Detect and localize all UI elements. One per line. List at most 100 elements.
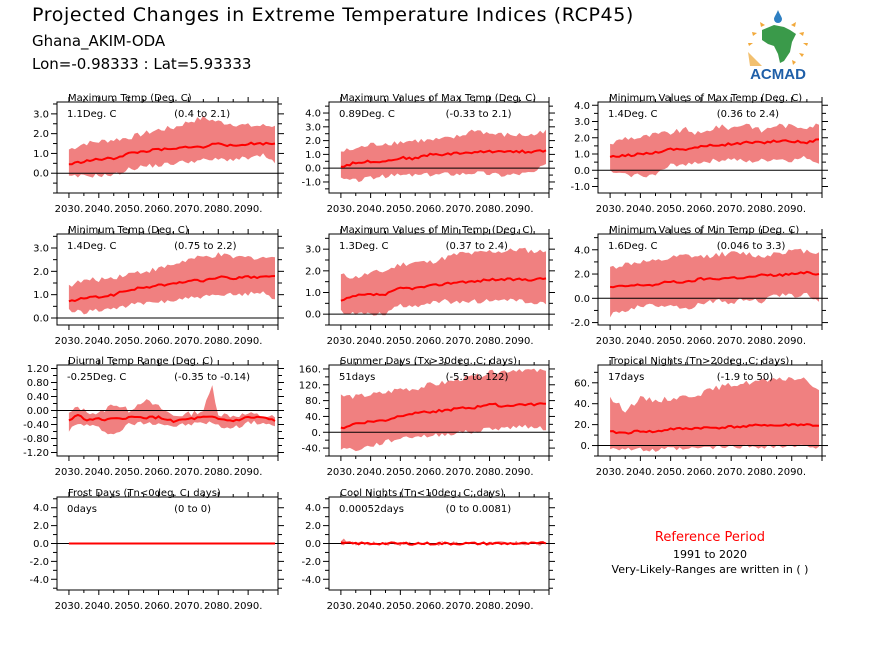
median-change-label: 1.4Deg. C (608, 109, 657, 120)
chart-panel-6: 2030. 2040. 2050. 2060. 2070. 2080. 2090. -2.0 0… (570, 225, 828, 347)
plot-frame (597, 101, 823, 194)
x-tick-label: 2080. (475, 204, 504, 215)
y-tick-label: 0.00 (27, 406, 49, 417)
x-tick-label: 2080. (747, 204, 776, 215)
x-tick-label: 2060. (687, 204, 716, 215)
x-tick-label: 2050. (656, 204, 685, 215)
x-tick-label: 2030. (327, 204, 356, 215)
plot-frame (328, 364, 550, 457)
ensemble-median-line (340, 149, 547, 168)
x-tick-label: 2090. (505, 467, 534, 478)
y-tick-label: 2.0 (33, 129, 49, 140)
median-change-label: 1.4Deg. C (67, 241, 116, 252)
x-tick-label: 2070. (445, 601, 474, 612)
y-tick-label: 0.0 (33, 314, 49, 325)
chart-panel-9: 2030. 2040. 2050. 2060. 2070. 2080. 2090. 0. 20.… (574, 356, 828, 478)
station-coordinates: Lon=-0.98333 : Lat=5.93333 (32, 55, 252, 73)
ensemble-median-line (68, 413, 276, 424)
chart-panel-5: 2030. 2040. 2050. 2060. 2070. 2080. 2090. 0.0 1.… (305, 225, 555, 347)
x-tick-label: 2080. (475, 336, 504, 347)
very-likely-range-label: (0.4 to 2.1) (174, 109, 230, 120)
very-likely-range-label: (-0.35 to -0.14) (174, 372, 250, 383)
x-tick-label: 2060. (144, 601, 173, 612)
page-title: Projected Changes in Extreme Temperature… (32, 4, 634, 26)
very-likely-range-band (610, 123, 819, 178)
y-tick-label: 1.20 (27, 364, 49, 375)
chart-title: Minimum Temp (Deg. C) (68, 225, 189, 236)
x-tick-label: 2030. (55, 336, 84, 347)
very-likely-range-label: (-1.9 to 50) (717, 372, 774, 383)
very-likely-range-label: (0.75 to 2.2) (174, 241, 236, 252)
x-tick-label: 2070. (717, 336, 746, 347)
median-change-label: 0.89Deg. C (339, 109, 395, 120)
y-tick-label: 3.0 (574, 117, 590, 128)
x-tick-label: 2030. (327, 336, 356, 347)
y-tick-label: 0. (311, 428, 321, 439)
chart-title: Minimum Values of Min Temp (Deg. C) (609, 225, 799, 236)
y-tick-label: -1.0 (570, 182, 590, 193)
y-tick-label: 4.0 (574, 101, 590, 112)
x-tick-label: 2070. (717, 467, 746, 478)
chart-panel-11: 2030. 2040. 2050. 2060. 2070. 2080. 2090. -4.0 -… (301, 488, 555, 612)
y-tick-label: 0.0 (574, 166, 590, 177)
x-tick-label: 2040. (84, 467, 113, 478)
y-tick-label: -0.40 (23, 420, 49, 431)
x-tick-label: 2030. (596, 204, 625, 215)
y-tick-label: 0.0 (305, 164, 321, 175)
plot-frame (597, 233, 823, 326)
x-tick-label: 2090. (234, 467, 263, 478)
acmad-logo: ACMAD (748, 10, 808, 82)
y-tick-label: -4.0 (301, 575, 321, 586)
y-tick-label: 1.0 (33, 149, 49, 160)
x-tick-label: 2090. (234, 204, 263, 215)
ensemble-median-line (340, 541, 547, 546)
logo-text: ACMAD (750, 66, 806, 82)
very-likely-range-label: (0.36 to 2.4) (717, 109, 779, 120)
very-likely-range-label: (0.37 to 2.4) (446, 241, 508, 252)
y-tick-label: 2.0 (574, 270, 590, 281)
x-tick-label: 2090. (505, 336, 534, 347)
x-tick-label: 2030. (596, 336, 625, 347)
very-likely-range-band (68, 115, 276, 178)
sun-rays-icon (748, 22, 808, 66)
x-tick-label: 2030. (55, 601, 84, 612)
x-tick-label: 2070. (174, 336, 203, 347)
water-drop-icon (774, 10, 782, 23)
y-tick-label: 4.0 (305, 109, 321, 120)
y-tick-label: 2.0 (33, 521, 49, 532)
chart-panel-3: 2030. 2040. 2050. 2060. 2070. 2080. 2090. -1.0 0… (570, 93, 828, 215)
y-tick-label: 40. (305, 412, 321, 423)
y-tick-label: 3.0 (305, 122, 321, 133)
chart-title: Tropical Nights (Tn>20deg. C; days) (608, 356, 789, 367)
y-tick-label: 160. (299, 364, 321, 375)
y-tick-label: 1.0 (574, 150, 590, 161)
x-tick-label: 2060. (144, 467, 173, 478)
x-tick-label: 2040. (84, 204, 113, 215)
x-tick-label: 2080. (475, 601, 504, 612)
y-tick-label: 4.0 (574, 245, 590, 256)
plot-frame (597, 364, 823, 457)
x-tick-label: 2040. (84, 336, 113, 347)
x-tick-label: 2080. (747, 467, 776, 478)
x-tick-label: 2080. (747, 336, 776, 347)
y-tick-label: 4.0 (305, 503, 321, 514)
x-tick-label: 2050. (114, 204, 143, 215)
x-tick-label: 2070. (717, 204, 746, 215)
x-tick-label: 2090. (234, 336, 263, 347)
x-tick-label: 2050. (114, 336, 143, 347)
station-name: Ghana_AKIM-ODA (32, 32, 166, 50)
x-tick-label: 2060. (687, 336, 716, 347)
x-tick-label: 2060. (144, 204, 173, 215)
y-tick-label: -2.0 (570, 318, 590, 329)
ensemble-median-line (610, 270, 820, 289)
x-tick-label: 2060. (416, 467, 445, 478)
x-tick-label: 2060. (416, 336, 445, 347)
x-tick-label: 2030. (327, 467, 356, 478)
y-tick-label: 0.0 (305, 310, 321, 321)
very-likely-range-label: (0 to 0.0081) (446, 504, 512, 515)
chart-panel-2: 2030. 2040. 2050. 2060. 2070. 2080. 2090. -1.0 0… (301, 93, 555, 215)
y-tick-label: -1.20 (23, 448, 49, 459)
x-tick-label: 2050. (386, 467, 415, 478)
x-tick-label: 2050. (114, 467, 143, 478)
y-tick-label: 20. (574, 420, 590, 431)
